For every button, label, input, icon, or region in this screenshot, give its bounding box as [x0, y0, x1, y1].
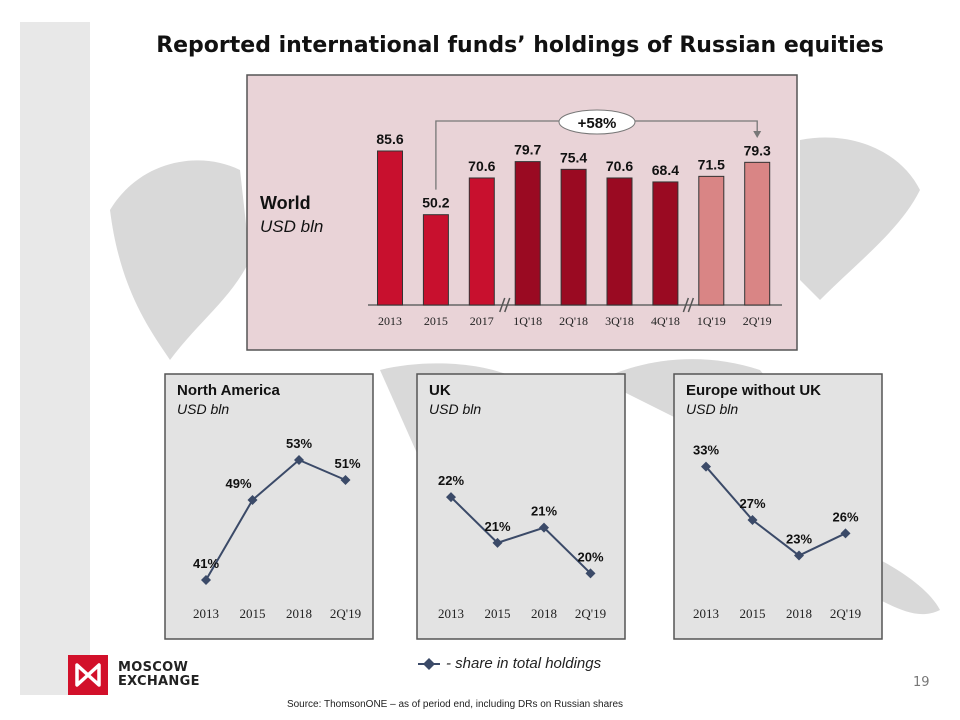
data-label: 53% [286, 436, 312, 451]
region-title: Europe without UK [686, 382, 821, 399]
legend: - share in total holdings [418, 655, 601, 672]
data-label: 27% [739, 496, 765, 511]
region-panels: North America USD bln 41% 2013 49% 2015 53% 201… [164, 373, 883, 640]
bar-value-label: 71.5 [698, 156, 725, 172]
page-number: 19 [913, 675, 930, 690]
series-line [450, 496, 592, 575]
bar-2015 [422, 214, 449, 306]
data-point-2015 [247, 495, 258, 505]
region-panel-uk: UK USD bln 22% 2013 21% 2015 21% 2018 20% 2Q'19 [416, 373, 626, 640]
x-tick-label: 2013 [438, 606, 464, 621]
data-point-2013 [446, 492, 456, 503]
source-note: Source: ThomsonONE – as of period end, i… [286, 699, 624, 710]
data-point-2Q'19 [340, 475, 351, 485]
moscow-exchange-logo-icon [68, 655, 108, 695]
side-strip [20, 22, 90, 695]
data-label: 23% [786, 532, 812, 547]
world-title: World [260, 193, 311, 213]
bar-value-label: 85.6 [376, 131, 403, 147]
data-point-2Q'19 [585, 568, 596, 579]
data-label: 41% [193, 556, 219, 571]
region-panel-frame [673, 373, 883, 640]
data-point-2018 [794, 550, 804, 561]
axis-break-mark [682, 297, 695, 313]
x-tick-label: 2013 [378, 314, 402, 328]
logo-text: MOSCOW EXCHANGE [118, 661, 200, 689]
data-label: 51% [334, 456, 360, 471]
region-title: North America [177, 382, 280, 399]
legend-label: - share in total holdings [446, 655, 602, 672]
data-label: 26% [832, 509, 858, 524]
x-tick-label: 2015 [740, 606, 766, 621]
region-panel-north-america: North America USD bln 41% 2013 49% 2015 53% 201… [164, 373, 374, 640]
slide-title: Reported international funds’ holdings o… [156, 33, 884, 58]
x-tick-label: 2015 [485, 606, 511, 621]
x-tick-label: 2015 [240, 606, 266, 621]
logo-line-1: MOSCOW [118, 660, 189, 675]
data-point-2013 [701, 461, 711, 472]
bar-value-label: 79.7 [514, 142, 541, 158]
x-tick-label: 2017 [470, 314, 494, 328]
data-label: 33% [693, 443, 719, 458]
logo-line-2: EXCHANGE [118, 674, 200, 689]
x-tick-label: 2Q'19 [330, 606, 361, 621]
bar-2Q'19 [744, 161, 771, 306]
x-tick-label: 4Q'18 [651, 314, 680, 328]
data-point-2013 [201, 575, 211, 585]
x-tick-label: 2018 [531, 606, 557, 621]
growth-label: +58% [578, 115, 617, 132]
data-point-2Q'19 [840, 528, 851, 539]
data-label: 21% [484, 519, 510, 534]
bar-2013 [377, 150, 403, 306]
bar-2017 [468, 177, 495, 306]
data-point-2015 [747, 515, 758, 525]
bar-value-label: 70.6 [468, 158, 495, 174]
region-title: UK [429, 382, 451, 399]
arrow-down-icon [753, 131, 762, 138]
data-point-2018 [294, 455, 304, 465]
region-panel-frame [164, 373, 374, 640]
series-line [205, 458, 346, 581]
x-tick-label: 2Q'19 [743, 314, 772, 328]
series-line [705, 466, 846, 557]
x-tick-label: 1Q'18 [513, 314, 542, 328]
bar-value-label: 68.4 [652, 162, 679, 178]
x-tick-label: 1Q'19 [697, 314, 726, 328]
region-unit: USD bln [686, 401, 738, 417]
data-label: 22% [438, 473, 464, 488]
x-tick-label: 3Q'18 [605, 314, 634, 328]
bar-2Q'18 [560, 168, 587, 306]
region-panel-europe-without-uk: Europe without UK USD bln 33% 2013 27% 2015 23… [673, 373, 883, 640]
x-tick-label: 2Q'19 [830, 606, 861, 621]
bar-value-label: 50.2 [422, 195, 449, 211]
bar-value-label: 75.4 [560, 149, 587, 165]
growth-badge [558, 109, 636, 135]
bar-1Q'19 [698, 175, 725, 306]
region-panel-frame [416, 373, 626, 640]
world-unit: USD bln [260, 217, 323, 236]
x-tick-label: 2Q'18 [559, 314, 588, 328]
x-tick-label: 2018 [286, 606, 312, 621]
data-label: 20% [577, 549, 603, 564]
diamond-marker-icon [418, 657, 440, 670]
bar-value-label: 79.3 [744, 142, 771, 158]
bar-4Q'18 [652, 181, 679, 306]
world-panel: World USD bln 85.6 2013 50.2 2015 70.6 2017 79.7… [246, 74, 798, 351]
x-tick-label: 2015 [424, 314, 448, 328]
data-label: 21% [531, 504, 557, 519]
bar-1Q'18 [514, 161, 541, 306]
axis-break-mark [499, 297, 511, 313]
x-tick-label: 2013 [693, 606, 719, 621]
x-tick-label: 2018 [786, 606, 812, 621]
data-point-2015 [492, 537, 503, 548]
data-point-2018 [539, 522, 549, 533]
x-tick-label: 2Q'19 [575, 606, 606, 621]
bar-3Q'18 [606, 177, 633, 306]
region-unit: USD bln [429, 401, 481, 417]
region-unit: USD bln [177, 401, 229, 417]
x-tick-label: 2013 [193, 606, 219, 621]
bar-value-label: 70.6 [606, 158, 633, 174]
data-label: 49% [225, 476, 251, 491]
